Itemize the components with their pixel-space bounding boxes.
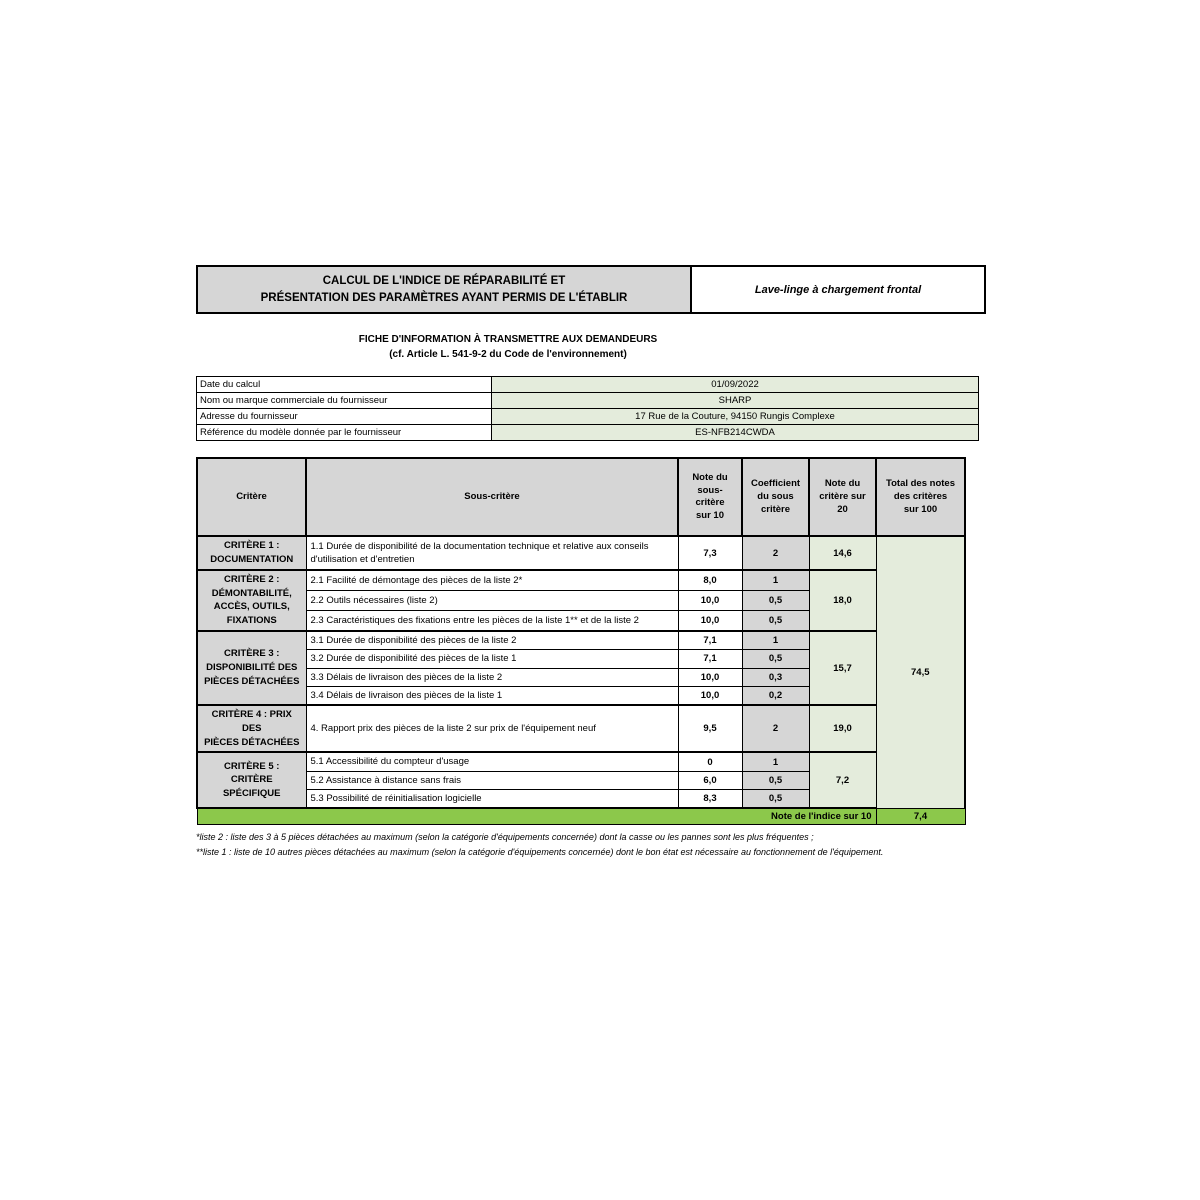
header-criterion: Critère [196,457,307,538]
supplier-info-table: Date du calcul 01/09/2022 Nom ou marque … [196,376,979,442]
document-title-line1: CALCUL DE L'INDICE DE RÉPARABILITÉ ET [322,275,566,287]
subcriterion-score-cell: 10,0 [677,589,743,611]
subcriterion-coefficient-cell: 2 [741,704,810,754]
subcriterion-coefficient-cell: 1 [741,629,810,651]
header-coefficient: Coefficient du sous critère [741,457,810,538]
footnotes-block: *liste 2 : liste des 3 à 5 pièces détach… [196,830,926,860]
footnote-liste1: **liste 1 : liste de 10 autres pièces dé… [196,847,884,858]
subcriterion-score-cell: 7,3 [677,535,743,571]
scoring-header-row: Critère Sous-critère Note du sous-critère… [196,457,966,538]
subcriterion-score-cell: 8,0 [677,568,743,591]
info-row-model: Référence du modèle donnée par le fourni… [196,424,979,442]
document-title: CALCUL DE L'INDICE DE RÉPARABILITÉ ET PR… [196,264,692,315]
subcriterion-coefficient-cell: 0,5 [741,609,810,632]
subcriterion-score-cell: 8,3 [677,789,743,810]
subcriterion-label-cell: 3.2 Durée de disponibilité des pièces de… [305,649,679,669]
table-row: CRITÈRE 3 : DISPONIBILITÉ DES PIÈCES DÉTAC… [196,629,965,707]
criterion-score-20-cell: 15,7 [808,629,877,707]
table-row: CRITÈRE 1 : DOCUMENTATION 1.1 Durée de dis… [196,535,966,809]
subcriterion-label-cell: 3.1 Durée de disponibilité des pièces de… [305,629,679,651]
subtitle-line1: FICHE D'INFORMATION À TRANSMETTRE AUX DE… [358,334,658,346]
info-value-brand: SHARP [491,392,979,410]
subcriterion-label-cell: 3.3 Délais de livraison des pièces de la… [305,667,679,687]
subcriterion-score-cell: 10,0 [677,667,743,687]
criterion-score-20-cell: 14,6 [808,535,877,571]
subcriterion-coefficient-cell: 0,3 [741,667,810,687]
info-value-date: 01/09/2022 [491,376,979,394]
scoring-grid-head: Critère Sous-critère Note du sous-critère… [196,457,966,538]
info-value-address: 17 Rue de la Couture, 94150 Rungis Compl… [491,408,979,426]
title-row: CALCUL DE L'INDICE DE RÉPARABILITÉ ET PR… [196,264,986,315]
subcriterion-score-cell: 10,0 [677,685,743,707]
subcriterion-score-cell: 7,1 [677,629,743,651]
final-score-row: Note de l'indice sur 10 7,4 [196,807,966,826]
subcriterion-coefficient-cell: 0,5 [741,770,810,791]
document-title-line2: PRÉSENTATION DES PARAMÈTRES AYANT PERMIS… [260,291,628,304]
subcriterion-label-cell: 1.1 Durée de disponibilité de la documen… [305,535,679,571]
supplier-info-body: Date du calcul 01/09/2022 Nom ou marque … [196,376,979,442]
table-row: 5.2 Assistance à distance sans frais 6,0 0… [197,770,965,791]
subtitle-line2: (cf. Article L. 541-9-2 du Code de l'env… [389,349,627,361]
info-label-date: Date du calcul [196,376,492,394]
header-note-sub-10: Note du sous-critère sur 10 [677,457,743,538]
criterion-score-20-cell: 7,2 [808,751,877,810]
criterion-name-cell: CRITÈRE 3 : DISPONIBILITÉ DES PIÈCES DÉTAC… [196,629,307,707]
criterion-name-cell: CRITÈRE 5 : CRITÈRE SPÉCIFIQUE [196,751,307,810]
info-label-address: Adresse du fournisseur [196,408,492,426]
subcriterion-coefficient-cell: 0,5 [741,789,810,810]
subcriterion-score-cell: 6,0 [677,770,743,791]
subcriterion-score-cell: 0 [677,751,743,772]
product-type-cell: Lave-linge à chargement frontal [690,264,986,315]
final-score-value: 7,4 [875,807,966,826]
criterion-name-cell: CRITÈRE 4 : PRIX DES PIÈCES DÉTACHÉES [196,704,307,754]
subcriterion-score-cell: 9,5 [677,704,743,754]
subcriterion-score-cell: 10,0 [677,609,743,632]
criterion-name-cell: CRITÈRE 1 : DOCUMENTATION [196,535,307,571]
subcriterion-label-cell: 2.2 Outils nécessaires (liste 2) [305,589,679,611]
header-subcriterion: Sous-critère [305,457,679,538]
criterion-score-20-cell: 18,0 [808,568,877,632]
title-block: CALCUL DE L'INDICE DE RÉPARABILITÉ ET PR… [196,264,986,315]
subcriterion-coefficient-cell: 0,5 [741,649,810,669]
header-note-crit-20: Note du critère sur 20 [808,457,877,538]
criterion-score-20-cell: 19,0 [808,704,877,754]
table-row: 3.4 Délais de livraison des pièces de la… [197,685,965,707]
table-row: CRITÈRE 2 : DÉMONTABILITÉ, ACCÈS, OUTILS, F… [196,568,965,632]
total-score-100-cell: 74,5 [875,535,966,809]
subcriterion-coefficient-cell: 0,5 [741,589,810,611]
table-row: 3.2 Durée de disponibilité des pièces de… [197,649,965,669]
info-row-address: Adresse du fournisseur 17 Rue de la Cout… [196,408,979,426]
subcriterion-label-cell: 4. Rapport prix des pièces de la liste 2… [305,704,679,754]
table-row: CRITÈRE 5 : CRITÈRE SPÉCIFIQUE 5.1 Accessi… [196,751,965,810]
table-row: 5.3 Possibilité de réinitialisation logi… [197,789,965,810]
subcriterion-label-cell: 5.2 Assistance à distance sans frais [305,770,679,791]
subcriterion-label-cell: 3.4 Délais de livraison des pièces de la… [305,685,679,707]
subcriterion-label-cell: 2.1 Facilité de démontage des pièces de … [305,568,679,591]
scoring-grid-table: Critère Sous-critère Note du sous-critère… [196,457,966,826]
info-label-model: Référence du modèle donnée par le fourni… [196,424,492,442]
reparability-index-sheet: CALCUL DE L'INDICE DE RÉPARABILITÉ ET PR… [196,264,986,860]
subcriterion-coefficient-cell: 1 [741,751,810,772]
table-row: 2.2 Outils nécessaires (liste 2) 10,0 0,5 [197,589,965,611]
info-row-date: Date du calcul 01/09/2022 [196,376,979,394]
subcriterion-label-cell: 5.1 Accessibilité du compteur d'usage [305,751,679,772]
subcriterion-coefficient-cell: 2 [741,535,810,571]
scoring-grid-body: CRITÈRE 1 : DOCUMENTATION 1.1 Durée de dis… [196,535,966,810]
subcriterion-label-cell: 5.3 Possibilité de réinitialisation logi… [305,789,679,810]
info-label-brand: Nom ou marque commerciale du fournisseur [196,392,492,410]
scoring-grid-foot: Note de l'indice sur 10 7,4 [196,807,966,826]
info-value-model: ES-NFB214CWDA [491,424,979,442]
subcriterion-coefficient-cell: 0,2 [741,685,810,707]
subcriterion-label-cell: 2.3 Caractéristiques des fixations entre… [305,609,679,632]
subcriterion-score-cell: 7,1 [677,649,743,669]
info-row-brand: Nom ou marque commerciale du fournisseur… [196,392,979,410]
footnote-liste2: *liste 2 : liste des 3 à 5 pièces détach… [196,832,814,843]
criterion-name-cell: CRITÈRE 2 : DÉMONTABILITÉ, ACCÈS, OUTILS, F… [196,568,307,632]
table-row: CRITÈRE 4 : PRIX DES PIÈCES DÉTACHÉES 4. R… [196,704,965,754]
header-total-100: Total des notes des critères sur 100 [875,457,966,538]
final-score-label: Note de l'indice sur 10 [196,807,877,826]
table-row: 3.3 Délais de livraison des pièces de la… [197,667,965,687]
subcriterion-coefficient-cell: 1 [741,568,810,591]
subtitle-block: FICHE D'INFORMATION À TRANSMETTRE AUX DE… [196,332,820,362]
